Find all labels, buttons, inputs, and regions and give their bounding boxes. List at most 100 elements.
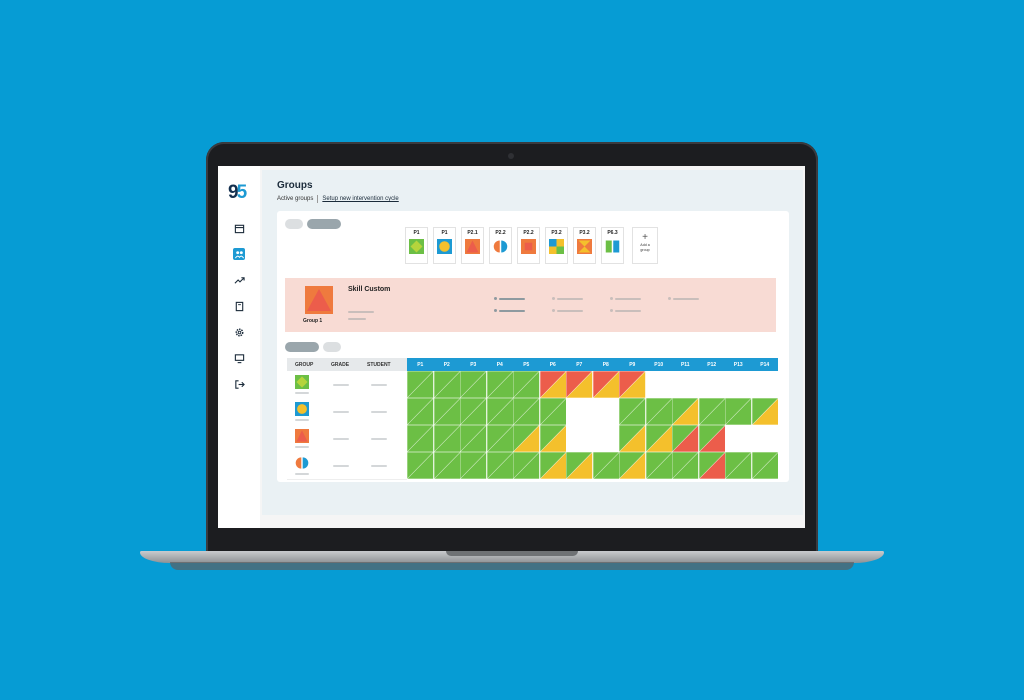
skill-cell[interactable]	[592, 425, 619, 452]
skill-cell[interactable]	[407, 398, 434, 425]
skill-cell[interactable]	[433, 398, 460, 425]
sidebar-item-calendar[interactable]	[233, 222, 245, 234]
col-header-skill[interactable]: P3	[470, 362, 477, 368]
view-pill-active[interactable]	[285, 342, 319, 352]
skill-cell[interactable]	[698, 425, 725, 452]
skill-cell[interactable]	[460, 452, 487, 479]
col-header-skill[interactable]: P7	[576, 362, 583, 368]
skill-cell[interactable]	[751, 425, 778, 452]
skill-cell[interactable]	[566, 452, 593, 479]
skill-cell[interactable]	[698, 371, 725, 398]
skill-cell[interactable]	[619, 371, 646, 398]
skill-cell[interactable]	[566, 398, 593, 425]
skill-cell[interactable]	[433, 452, 460, 479]
skill-cell[interactable]	[645, 371, 672, 398]
filter-pill[interactable]	[285, 219, 303, 229]
sidebar-item-trend[interactable]	[233, 274, 245, 286]
skill-cell[interactable]	[725, 398, 752, 425]
group-tile[interactable]: P1	[405, 227, 428, 264]
skill-cell[interactable]	[539, 425, 566, 452]
app-logo[interactable]: 95	[228, 182, 247, 203]
group-tile[interactable]: P2.1	[461, 227, 484, 264]
group-tile[interactable]: P3.2	[573, 227, 596, 264]
skill-cell[interactable]	[566, 425, 593, 452]
skill-cell[interactable]	[486, 398, 513, 425]
skill-cell[interactable]	[672, 371, 699, 398]
skill-cell[interactable]	[486, 425, 513, 452]
skill-cell[interactable]	[592, 452, 619, 479]
col-header-skill[interactable]: P11	[680, 362, 690, 368]
col-header-skill[interactable]: P2	[443, 362, 450, 368]
group-tile[interactable]: P2.2	[489, 227, 512, 264]
skill-cell[interactable]	[725, 452, 752, 479]
skill-cell[interactable]	[672, 452, 699, 479]
skill-cell[interactable]	[433, 425, 460, 452]
col-header-skill[interactable]: P12	[707, 362, 717, 368]
col-header-skill[interactable]: P4	[496, 362, 503, 368]
skill-cell[interactable]	[460, 371, 487, 398]
view-pill[interactable]	[323, 342, 341, 352]
skill-cell[interactable]	[645, 452, 672, 479]
skill-cell[interactable]	[725, 371, 752, 398]
skill-cell[interactable]	[751, 452, 778, 479]
sidebar-item-logout[interactable]	[233, 378, 245, 390]
skill-cell[interactable]	[725, 425, 752, 452]
table-row[interactable]	[287, 452, 778, 480]
filter-pill-active[interactable]	[307, 219, 341, 229]
col-header-skill[interactable]: P14	[760, 362, 770, 368]
skill-cell[interactable]	[592, 371, 619, 398]
skill-cell[interactable]	[407, 452, 434, 479]
skill-cell[interactable]	[619, 452, 646, 479]
skill-cell[interactable]	[698, 398, 725, 425]
skill-cell[interactable]	[645, 425, 672, 452]
col-header-skill[interactable]: P10	[654, 362, 664, 368]
table-row[interactable]	[287, 398, 778, 426]
setup-cycle-link[interactable]: Setup new intervention cycle	[322, 196, 399, 202]
col-header-skill[interactable]: P1	[417, 362, 424, 368]
skill-cell[interactable]	[539, 398, 566, 425]
skill-cell[interactable]	[460, 425, 487, 452]
col-header-skill[interactable]: P5	[523, 362, 530, 368]
group-tile[interactable]: P6.3	[601, 227, 624, 264]
skill-cell[interactable]	[513, 452, 540, 479]
skill-cell[interactable]	[407, 425, 434, 452]
skill-cell[interactable]	[460, 398, 487, 425]
group-tile[interactable]: P1	[433, 227, 456, 264]
skill-cell[interactable]	[513, 425, 540, 452]
col-header-skill[interactable]: P6	[549, 362, 556, 368]
skill-cell[interactable]	[751, 371, 778, 398]
table-row[interactable]	[287, 371, 778, 399]
skill-cell[interactable]	[619, 398, 646, 425]
skill-cell[interactable]	[539, 371, 566, 398]
tab-active-groups[interactable]: Active groups	[277, 196, 314, 202]
skill-cell[interactable]	[645, 398, 672, 425]
skill-cell[interactable]	[672, 425, 699, 452]
group-tile[interactable]: P2.2	[517, 227, 540, 264]
col-header-student[interactable]: STUDENT	[367, 362, 391, 368]
skill-cell[interactable]	[672, 398, 699, 425]
col-header-skill[interactable]: P8	[602, 362, 609, 368]
group-tile[interactable]: P3.2	[545, 227, 568, 264]
skill-cell[interactable]	[513, 398, 540, 425]
sidebar-item-monitor[interactable]	[233, 352, 245, 364]
col-header-group[interactable]: GROUP	[295, 362, 314, 368]
col-header-grade[interactable]: GRADE	[331, 362, 350, 368]
table-row[interactable]	[287, 425, 778, 453]
skill-cell[interactable]	[619, 425, 646, 452]
skill-cell[interactable]	[513, 371, 540, 398]
sidebar-item-book[interactable]	[233, 300, 245, 312]
sidebar-item-groups[interactable]	[233, 248, 245, 260]
skill-cell[interactable]	[433, 371, 460, 398]
skill-cell[interactable]	[539, 452, 566, 479]
skill-cell[interactable]	[751, 398, 778, 425]
skill-cell[interactable]	[486, 452, 513, 479]
skill-cell[interactable]	[486, 371, 513, 398]
skill-cell[interactable]	[407, 371, 434, 398]
sidebar-item-settings[interactable]	[233, 326, 245, 338]
skill-cell[interactable]	[698, 452, 725, 479]
skill-cell[interactable]	[566, 371, 593, 398]
add-group-button[interactable]: + Add a group	[632, 227, 658, 264]
col-header-skill[interactable]: P13	[733, 362, 743, 368]
skill-cell[interactable]	[592, 398, 619, 425]
col-header-skill[interactable]: P9	[629, 362, 636, 368]
